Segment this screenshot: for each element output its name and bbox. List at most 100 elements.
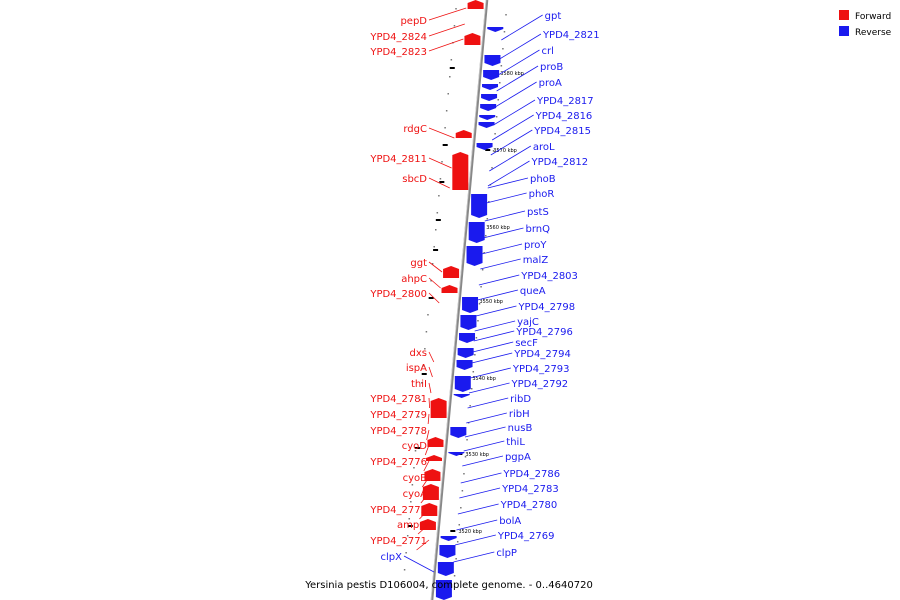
genome-axis-shadow <box>430 0 487 600</box>
axis-dot <box>464 456 467 458</box>
forward-leader-line <box>423 460 430 472</box>
axis-dot <box>449 76 451 78</box>
reverse-gene-label: queA <box>520 286 546 297</box>
forward-gene-label: YPD4_2778 <box>369 426 427 437</box>
axis-dot <box>478 303 481 305</box>
forward-gene-label: ampG <box>397 520 427 531</box>
forward-gene-label: YPD4_2776 <box>369 457 427 468</box>
reverse-gene-feature <box>450 427 467 438</box>
axis-dot <box>474 354 476 356</box>
scale-tick-mark <box>449 67 455 69</box>
forward-leader-line <box>428 261 443 273</box>
reverse-leader-line <box>468 382 510 394</box>
reverse-leader-line <box>489 145 532 172</box>
reverse-gene-feature <box>483 70 500 80</box>
reverse-gene-label: ribH <box>509 409 530 420</box>
reverse-gene-feature <box>456 360 473 370</box>
axis-dot <box>472 371 475 373</box>
reverse-leader-line <box>472 341 514 353</box>
forward-gene-feature <box>464 33 481 45</box>
reverse-leader-line <box>466 412 507 424</box>
reverse-gene-feature <box>480 104 497 111</box>
legend: Forward Reverse <box>839 10 892 38</box>
reverse-leader-line <box>493 99 536 126</box>
forward-leader-line <box>424 444 430 456</box>
reverse-leader-line <box>459 487 501 499</box>
reverse-gene-feature <box>457 348 474 358</box>
forward-gene-label: YPD4_2800 <box>369 289 427 300</box>
reverse-leader-line <box>491 114 534 141</box>
scale-tick-mark <box>433 249 439 251</box>
forward-gene-label: YPD4_2773 <box>369 505 427 516</box>
gene-labels: pepD YPD4_2824 YPD4_2823 rdgC YPD4_2811 sbcD g… <box>369 11 599 563</box>
reverse-gene-feature <box>478 122 495 128</box>
axis-dot <box>450 59 453 61</box>
scale-tick-label: 3530 kbp <box>465 452 489 458</box>
reverse-gene-feature <box>462 297 479 313</box>
forward-leader-line <box>428 366 433 378</box>
axis-dot <box>481 269 484 271</box>
forward-gene-feature <box>467 0 484 9</box>
axis-dot <box>444 127 446 129</box>
forward-gene-label: dxs <box>410 348 427 359</box>
reverse-gene-label: proA <box>539 78 562 89</box>
scale-tick-label: 3560 kbp <box>486 225 510 231</box>
reverse-gene-label: thiL <box>506 437 525 448</box>
axis-dot <box>438 195 440 197</box>
axis-dot <box>441 161 443 163</box>
forward-gene-label: rdgC <box>403 124 427 135</box>
forward-leader-line <box>428 157 452 169</box>
reverse-gene-feature <box>460 315 477 330</box>
reverse-gene-feature <box>437 562 454 576</box>
axis-dot <box>455 8 457 10</box>
reverse-gene-label: YPD4_2769 <box>497 531 555 542</box>
reverse-leader-line <box>463 440 505 452</box>
reverse-leader-line <box>403 555 435 573</box>
axis-dot <box>411 484 414 486</box>
axis-dot <box>485 235 487 237</box>
forward-gene-label: ispA <box>406 363 427 374</box>
forward-leader-line <box>428 177 450 189</box>
scale-tick-mark <box>450 530 456 532</box>
genome-axis-group <box>430 0 489 600</box>
axis-dot <box>417 416 420 418</box>
reverse-gene-label: phoB <box>530 174 556 185</box>
forward-gene-label: sbcD <box>402 174 427 185</box>
reverse-leader-line <box>460 472 502 484</box>
reverse-gene-label: YPD4_2794 <box>513 349 571 360</box>
reverse-gene-label: aroL <box>533 142 555 153</box>
scale-tick-label: 3570 kbp <box>493 148 517 154</box>
reverse-gene-label: YPD4_2783 <box>501 484 559 495</box>
reverse-leader-line <box>494 81 537 108</box>
axis-dot <box>427 314 429 316</box>
reverse-gene-label: YPD4_2817 <box>536 96 594 107</box>
scale-tick-label: 3540 kbp <box>472 376 496 382</box>
reverse-leader-line <box>464 426 506 438</box>
leader-lines <box>403 7 543 573</box>
axis-dot <box>470 388 473 390</box>
axis-dot <box>422 365 425 367</box>
reverse-leader-line <box>501 14 543 41</box>
forward-gene-feature <box>443 266 460 278</box>
axis-dot <box>502 48 504 50</box>
scale-tick-label: 3520 kbp <box>458 529 482 535</box>
reverse-gene-label: YPD4_2786 <box>502 469 560 480</box>
forward-gene-label: thiI <box>411 379 427 390</box>
scale-tick-mark <box>421 373 427 375</box>
reverse-gene-feature <box>448 452 465 456</box>
axis-dot <box>460 507 462 509</box>
scale-tick-mark <box>428 297 434 299</box>
legend-forward-swatch <box>839 10 849 20</box>
reverse-gene-feature <box>481 94 498 101</box>
reverse-gene-label: proB <box>540 62 563 73</box>
reverse-gene-label: YPD4_2812 <box>531 157 589 168</box>
axis-dot <box>461 490 464 492</box>
reverse-gene-label: phoR <box>529 189 555 200</box>
reverse-gene-feature <box>471 194 488 218</box>
axis-dot <box>486 218 489 220</box>
reverse-gene-label: YPD4_2815 <box>533 126 591 137</box>
axis-dot <box>488 201 490 203</box>
forward-leader-line <box>416 539 430 551</box>
reverse-gene-label: brnQ <box>525 224 550 235</box>
forward-gene-feature <box>455 130 472 138</box>
